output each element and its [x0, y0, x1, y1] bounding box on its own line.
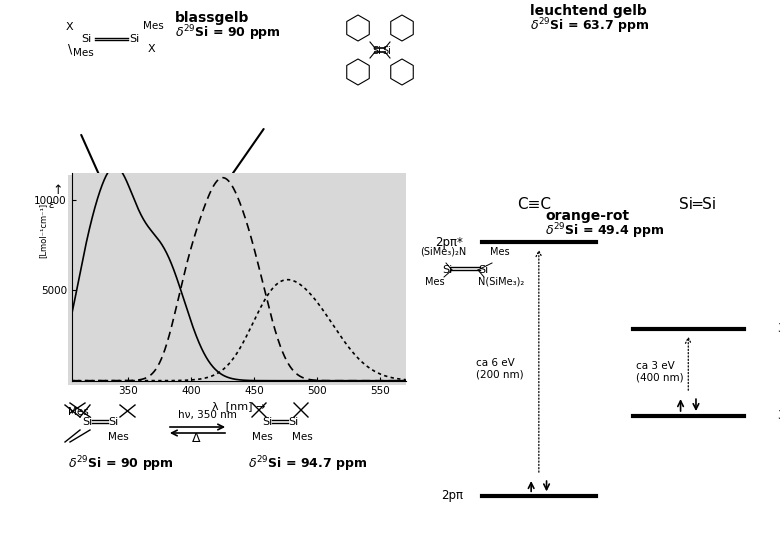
Text: Si: Si	[81, 34, 91, 44]
Text: Si═Si: Si═Si	[679, 197, 716, 212]
Text: Si: Si	[382, 46, 391, 56]
Text: blassgelb: blassgelb	[175, 11, 250, 25]
Text: X: X	[148, 44, 156, 54]
Text: \: \	[68, 42, 73, 55]
X-axis label: λ  [nm] →: λ [nm] →	[212, 401, 265, 411]
Text: Si: Si	[478, 265, 488, 275]
Text: [Lmol⁻¹cm⁻¹]: [Lmol⁻¹cm⁻¹]	[38, 202, 48, 258]
Text: Si: Si	[372, 46, 381, 56]
Text: $\delta^{29}$Si = 63.7 ppm: $\delta^{29}$Si = 63.7 ppm	[530, 16, 650, 36]
Text: ε: ε	[49, 200, 55, 210]
Text: Mes: Mes	[425, 277, 445, 287]
Text: Mes: Mes	[252, 432, 273, 442]
Text: X: X	[66, 22, 73, 32]
Text: Δ: Δ	[192, 432, 200, 445]
Text: Si: Si	[108, 417, 119, 427]
Text: ca 6 eV
(200 nm): ca 6 eV (200 nm)	[476, 358, 523, 380]
Text: 3pπ*: 3pπ*	[778, 322, 780, 335]
Text: Mes: Mes	[73, 48, 94, 58]
Text: Mes: Mes	[108, 432, 129, 442]
Text: Mes: Mes	[292, 432, 313, 442]
Text: Mes: Mes	[68, 407, 89, 417]
Text: 2pπ: 2pπ	[441, 489, 463, 502]
Text: $\delta^{29}$Si = 94.7 ppm: $\delta^{29}$Si = 94.7 ppm	[248, 454, 367, 474]
Text: Si: Si	[82, 417, 92, 427]
Text: C≡C: C≡C	[517, 197, 551, 212]
Text: $\delta^{29}$Si = 90 ppm: $\delta^{29}$Si = 90 ppm	[175, 23, 281, 43]
Text: $\delta^{29}$Si = 90 ppm: $\delta^{29}$Si = 90 ppm	[68, 454, 174, 474]
Text: Mes: Mes	[490, 247, 509, 257]
Text: $\delta^{29}$Si = 49.4 ppm: $\delta^{29}$Si = 49.4 ppm	[545, 221, 665, 241]
Bar	[68, 175, 406, 385]
Text: ↑: ↑	[53, 184, 63, 197]
Text: (SiMe₃)₂N: (SiMe₃)₂N	[420, 247, 466, 257]
Text: orange-rot: orange-rot	[545, 209, 629, 223]
Text: hν, 350 nm: hν, 350 nm	[178, 410, 237, 420]
Text: Mes: Mes	[143, 21, 164, 31]
Text: ca 3 eV
(400 nm): ca 3 eV (400 nm)	[636, 361, 683, 383]
Text: Si: Si	[262, 417, 272, 427]
Text: Si: Si	[288, 417, 298, 427]
Text: Si: Si	[129, 34, 140, 44]
Text: 2pπ*: 2pπ*	[435, 235, 463, 248]
Text: Si: Si	[442, 265, 452, 275]
Text: N(SiMe₃)₂: N(SiMe₃)₂	[478, 277, 524, 287]
Text: 3pπ: 3pπ	[778, 409, 780, 422]
Text: leuchtend gelb: leuchtend gelb	[530, 4, 647, 18]
